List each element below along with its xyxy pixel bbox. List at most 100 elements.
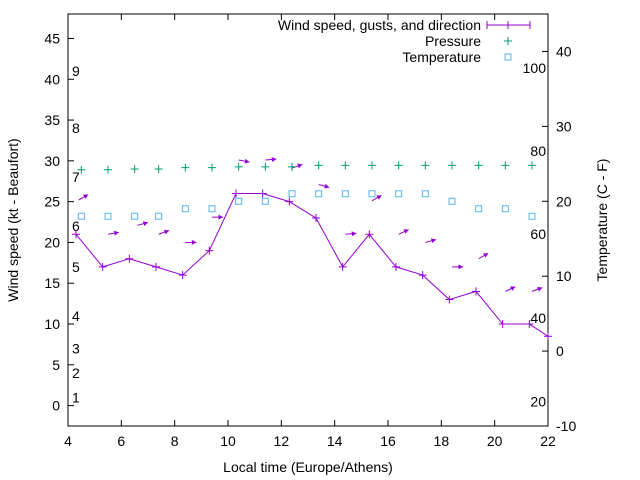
wind-point [98, 262, 107, 271]
beaufort-label: 5 [72, 259, 80, 275]
temperature-point [131, 212, 139, 220]
temperature-point [104, 212, 112, 220]
wind-arrow-head [483, 253, 489, 258]
y2-axis-label: Temperature (C - F) [594, 159, 610, 282]
x-tick-label: 18 [434, 433, 450, 449]
wind-arrow-head [403, 229, 409, 234]
wind-arrow-head [510, 286, 516, 291]
wind-direction-arrow [371, 194, 382, 202]
x-tick-label: 6 [117, 433, 125, 449]
pressure-point [104, 165, 112, 174]
plot-frame [67, 13, 549, 427]
wind-arrow-head [191, 239, 197, 245]
wind-point [544, 332, 552, 341]
beaufort-label: 3 [72, 340, 80, 356]
pressure-point [501, 161, 510, 170]
beaufort-label: 8 [72, 120, 80, 136]
wind-point [365, 230, 374, 239]
pressure-point [394, 161, 403, 170]
temperature-point [315, 190, 323, 198]
series-pressure [77, 161, 536, 174]
wind-direction-arrow [107, 230, 119, 236]
legend: Wind speed, gusts, and directionPressure… [278, 17, 531, 65]
y-tick-label: 15 [44, 275, 60, 291]
y2-tick-label: 40 [556, 43, 572, 59]
wind-direction-arrow [345, 231, 357, 237]
wind-direction-arrow [137, 221, 149, 227]
pressure-point [234, 162, 243, 171]
x-axis-label: Local time (Europe/Athens) [223, 459, 393, 475]
y-tick-label: 30 [44, 153, 60, 169]
wind-direction-arrow [531, 286, 543, 292]
legend-pressure-marker [504, 37, 512, 45]
legend-wind-marker [504, 21, 512, 29]
temperature-point [288, 190, 296, 198]
y-tick-label: 25 [44, 194, 60, 210]
y2-tick-label: 10 [556, 268, 572, 284]
wind-arrow-head [458, 264, 463, 270]
legend-label-wind: Wind speed, gusts, and direction [278, 17, 481, 33]
y-tick-label: 10 [44, 316, 60, 332]
temperature-point [368, 190, 376, 198]
wind-arrow-head [537, 286, 543, 292]
x-tick-label: 22 [540, 433, 556, 449]
y-axis-label: Wind speed (kt - Beaufort) [5, 138, 21, 301]
wind-arrow-head [297, 163, 303, 169]
temperature-point [475, 205, 483, 213]
wind-point [525, 320, 534, 329]
fahrenheit-label: 100 [523, 60, 547, 76]
temperature-point [235, 197, 243, 205]
wind-arrow-head [163, 229, 170, 235]
x-tick-label: 12 [274, 433, 290, 449]
pressure-point [474, 161, 483, 170]
pressure-point [528, 161, 536, 170]
wind-point [285, 197, 294, 206]
pressure-point [448, 161, 456, 170]
x-tick-label: 20 [487, 433, 503, 449]
wind-direction-arrow [212, 214, 223, 220]
chart-axes [67, 13, 549, 427]
pressure-point [288, 162, 296, 171]
wind-point [178, 271, 187, 280]
wind-arrow-head [83, 194, 89, 199]
wind-arrow-head [218, 214, 223, 220]
series-wind [72, 156, 552, 341]
wind-point [472, 287, 480, 296]
wind-direction-arrow [452, 264, 463, 270]
y2-tick-label: 20 [556, 193, 572, 209]
wind-point [445, 295, 454, 304]
pressure-point [130, 165, 139, 174]
x-tick-label: 4 [64, 433, 72, 449]
x-tick-label: 14 [327, 433, 343, 449]
beaufort-label: 4 [72, 308, 80, 324]
x-tick-label: 8 [171, 433, 179, 449]
tick-labels: 4 6 8 10 12 14 16 18 20 22051015202530354045-1001… [44, 30, 576, 449]
pressure-point [421, 161, 430, 170]
pressure-point [181, 163, 190, 172]
fahrenheit-label: 40 [530, 310, 546, 326]
fahrenheit-label: 60 [530, 226, 546, 242]
beaufort-label: 2 [72, 365, 80, 381]
wind-point [312, 213, 320, 222]
wind-direction-arrow [291, 163, 303, 169]
pressure-point [261, 162, 270, 171]
temperature-point [395, 190, 403, 198]
wind-point [232, 189, 240, 198]
temperature-point [181, 205, 189, 213]
wind-direction-arrow [185, 239, 197, 245]
y-tick-label: 35 [44, 112, 60, 128]
wind-arrow-head [142, 221, 148, 227]
pressure-point [208, 163, 216, 172]
beaufort-label: 7 [72, 169, 80, 185]
wind-arrow-head [430, 238, 436, 244]
wind-arrow-head [324, 183, 330, 189]
temperature-point [501, 205, 509, 213]
beaufort-fahrenheit-labels: 1 2 3 4 5 6 7 8 9 20 40 60 80 100 [72, 60, 546, 409]
pressure-point [77, 165, 86, 174]
y-tick-label: 20 [44, 234, 60, 250]
temperature-point [155, 212, 163, 220]
fahrenheit-label: 20 [530, 393, 546, 409]
wind-point [498, 320, 507, 329]
wind-arrow-head [376, 195, 382, 200]
